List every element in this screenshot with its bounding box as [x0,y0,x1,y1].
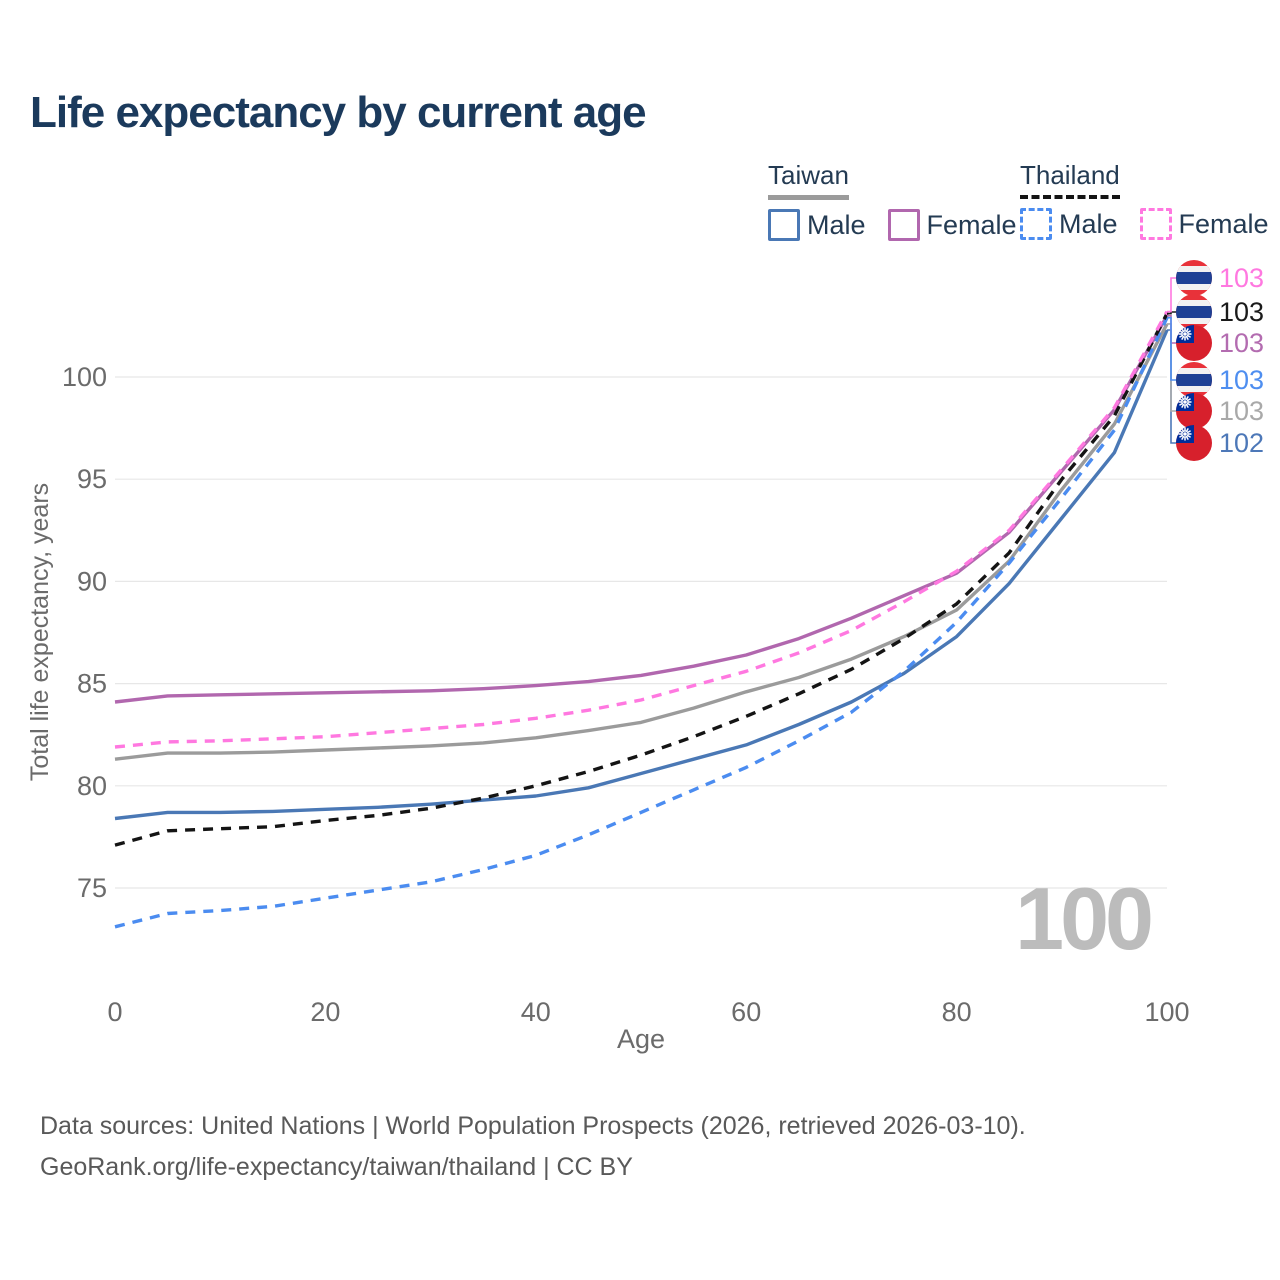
data-source: Data sources: United Nations | World Pop… [40,1106,1026,1188]
legend-item-label: Female [1178,208,1269,239]
end-label-taiwan-female: 103 [1176,325,1264,361]
end-label-value: 103 [1219,395,1265,426]
legend-item-taiwan-female[interactable]: Female [887,209,1017,241]
series-taiwan-male-line [114,329,1169,821]
x-tick-label: 60 [731,997,761,1027]
x-tick-label: 0 [107,997,122,1027]
legend-taiwan-label[interactable]: Taiwan [768,160,849,200]
y-tick-label: 85 [77,669,107,699]
series-thailand-female-line [114,310,1169,749]
legend-group-taiwan: Taiwan Male Female [768,160,1017,241]
thailand-flag-icon [1176,362,1212,398]
series-thailand-line [114,312,1169,847]
end-label-leader-line [1167,316,1177,381]
x-tick-label: 100 [1144,997,1189,1027]
taiwan-flag-icon [1176,425,1212,461]
taiwan-female-swatch-icon [887,209,920,241]
end-label-taiwan-all: 103 [1176,393,1264,429]
end-label-thailand-all: 103 [1176,294,1264,330]
series-taiwan-female-line [114,314,1169,704]
taiwan-flag-icon [1176,393,1212,429]
thailand-male-swatch-icon [1020,208,1052,240]
legend-item-thailand-male[interactable]: Male [1020,208,1118,240]
page-title: Life expectancy by current age [30,88,647,137]
y-tick-label: 95 [77,464,107,494]
legend-item-label: Male [807,209,866,240]
thailand-female-swatch-icon [1139,208,1172,240]
legend-group-thailand: Thailand Male Female [1020,160,1269,240]
source-line-2: GeoRank.org/life-expectancy/taiwan/thail… [40,1153,633,1181]
end-label-leader-line [1167,277,1177,313]
end-label-value: 103 [1219,327,1265,358]
end-label-taiwan-male: 102 [1176,425,1264,461]
end-label-value: 103 [1219,262,1265,293]
y-tick-label: 100 [62,362,107,392]
end-label-value: 103 [1219,296,1265,327]
end-label-value: 102 [1219,427,1265,458]
end-label-thailand-male: 103 [1176,362,1264,398]
legend-item-thailand-female[interactable]: Female [1139,208,1269,240]
legend-item-label: Male [1059,208,1118,239]
end-label-thailand-female: 103 [1176,260,1264,296]
series-taiwan-line [114,323,1169,761]
end-label-leader-line [1167,311,1177,315]
x-tick-label: 20 [310,997,340,1027]
x-tick-label: 80 [942,997,972,1027]
series-thailand-male-line [114,316,1169,929]
y-tick-label: 75 [77,873,107,903]
taiwan-flag-icon [1176,325,1212,361]
y-tick-label: 80 [77,771,107,801]
legend-thailand-label[interactable]: Thailand [1020,160,1120,199]
x-axis-label: Age [617,1024,665,1054]
y-tick-label: 90 [77,566,107,596]
legend-item-label: Female [926,209,1017,240]
taiwan-male-swatch-icon [768,209,800,241]
thailand-flag-icon [1176,294,1212,330]
x-tick-label: 40 [521,997,551,1027]
age-watermark: 100 [1015,869,1154,968]
legend-item-taiwan-male[interactable]: Male [768,209,866,241]
end-label-value: 103 [1219,364,1265,395]
thailand-flag-icon [1176,260,1212,296]
y-axis-label: Total life expectancy, years [26,483,54,781]
source-line-1: Data sources: United Nations | World Pop… [40,1112,1026,1140]
